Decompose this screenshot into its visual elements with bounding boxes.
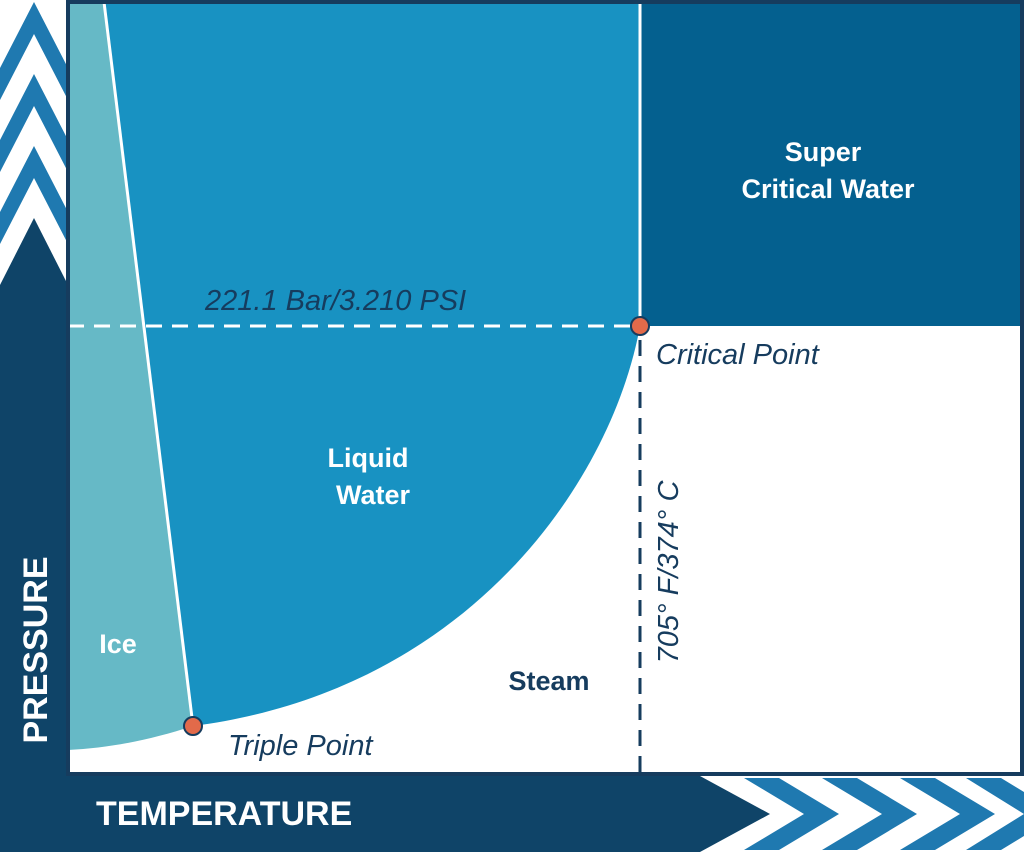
- pressure-chevron-3: [0, 146, 68, 244]
- critical-pressure-label: 221.1 Bar/3.210 PSI: [204, 285, 466, 317]
- supercritical-label-line2: Critical Water: [741, 174, 915, 204]
- pressure-axis-arrow: [0, 2, 68, 852]
- pressure-chevron-1: [0, 2, 68, 100]
- temperature-chevron-2: [822, 778, 917, 850]
- triple-point-label: Triple Point: [228, 730, 374, 762]
- temperature-chevron-3: [900, 778, 995, 850]
- pressure-chevron-2: [0, 74, 68, 172]
- triple-point-marker: [183, 716, 203, 736]
- liquid-label-line2: Water: [336, 480, 411, 510]
- temperature-chevron-4: [966, 778, 1024, 850]
- critical-temperature-label: 705° F/374° C: [653, 480, 685, 664]
- melting-line: [102, 1, 195, 727]
- liquid-label-line1: Liquid: [328, 443, 409, 473]
- temperature-arrow-body: [0, 776, 770, 852]
- temperature-axis-arrow: [0, 776, 1024, 852]
- pressure-axis-label: PRESSURE: [17, 556, 55, 743]
- temperature-axis-label: TEMPERATURE: [96, 795, 352, 833]
- steam-label: Steam: [508, 666, 589, 696]
- critical-point-marker: [630, 316, 650, 336]
- critical-point-label: Critical Point: [656, 339, 821, 371]
- temperature-chevron-1: [744, 778, 839, 850]
- ice-region: [68, 2, 193, 750]
- pressure-chevrons: [0, 2, 68, 244]
- pressure-arrow-body: [0, 218, 68, 852]
- supercritical-region: [640, 2, 1022, 326]
- chart-frame: [66, 0, 1024, 776]
- liquid-region: [104, 2, 640, 726]
- supercritical-label-line1: Super: [785, 137, 862, 167]
- temperature-chevrons: [744, 778, 1024, 850]
- ice-label: Ice: [99, 629, 137, 659]
